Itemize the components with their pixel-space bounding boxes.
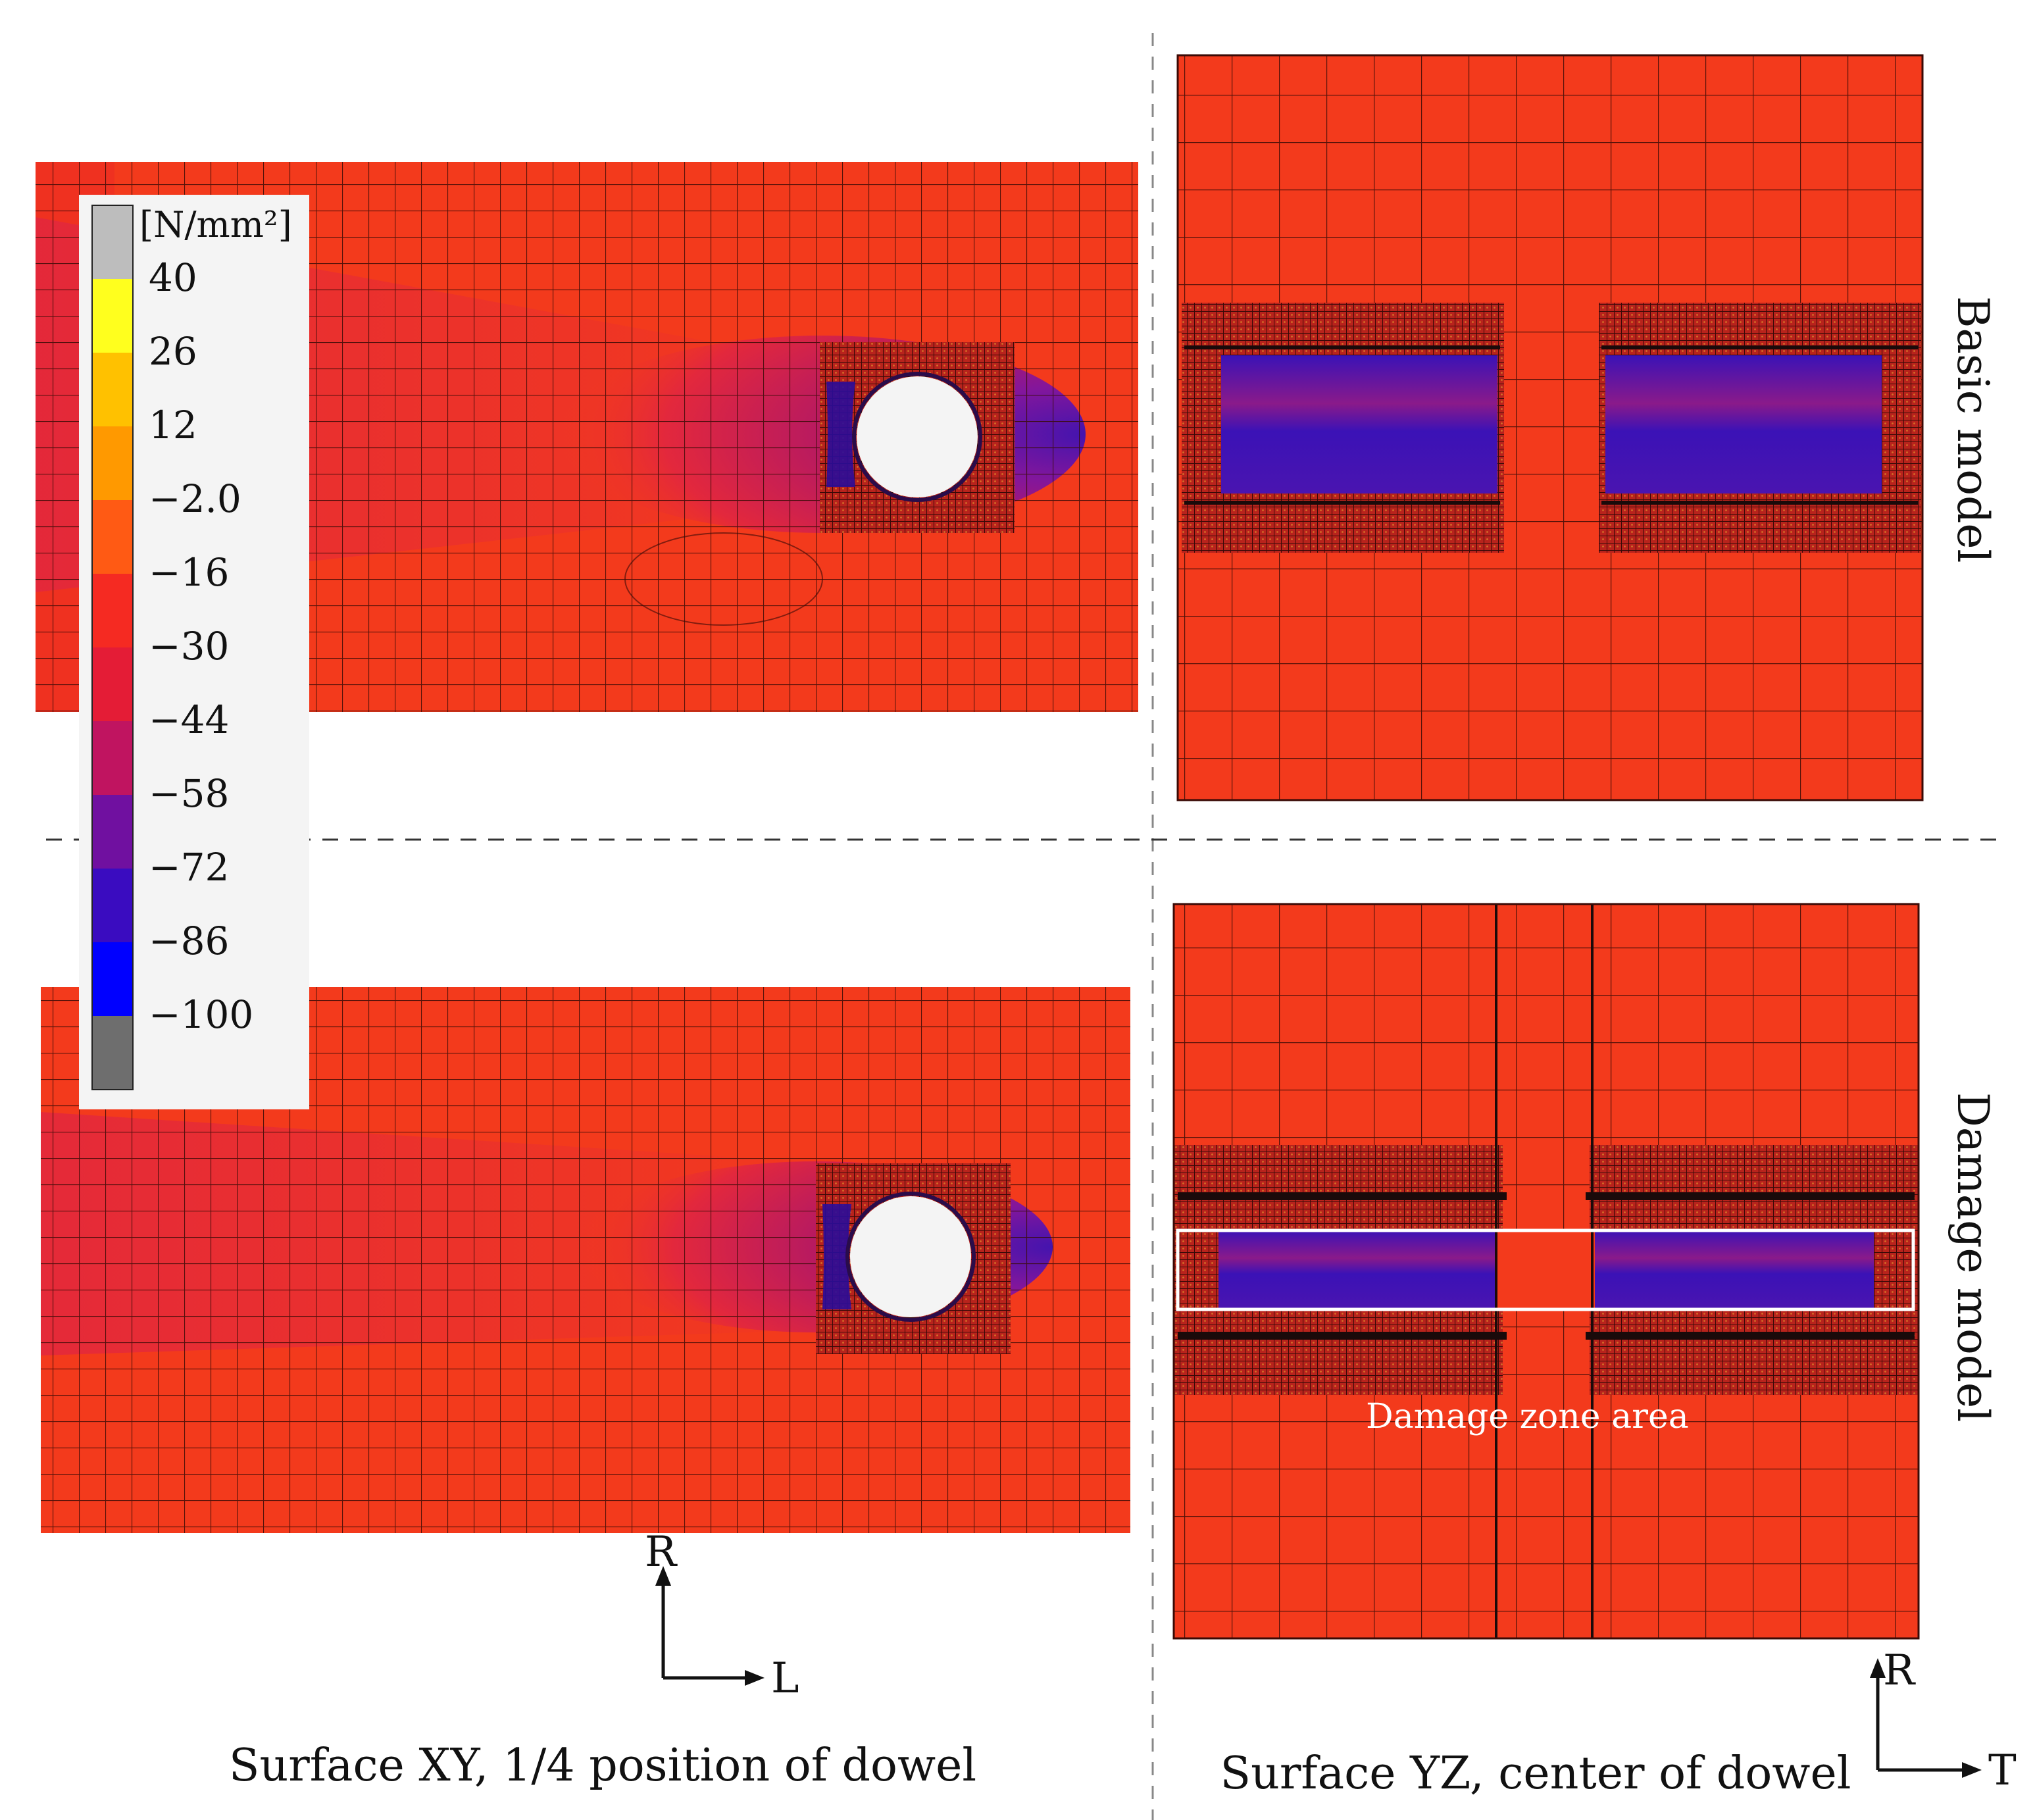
- legend-ticks: 40 26 12 −2.0 −16 −30 −44 −58 −72 −86 −100: [149, 255, 253, 1037]
- yz-basic-panel: [1176, 54, 1924, 801]
- legend-tick-4: −16: [149, 550, 229, 595]
- legend-swatch-8: [92, 795, 133, 869]
- legend-tick-8: −72: [149, 845, 229, 890]
- legend-tick-6: −44: [149, 697, 229, 742]
- legend-tick-3: −2.0: [149, 476, 241, 521]
- xy-damage-panel: [41, 987, 1130, 1533]
- legend-unit: [N/mm²]: [139, 204, 292, 245]
- axis-label-r-right: R: [1883, 1646, 1916, 1695]
- legend-swatch-5: [92, 574, 133, 647]
- axis-triad-left: R L: [645, 1528, 799, 1703]
- legend-swatch-10: [92, 942, 133, 1016]
- legend-swatch-1: [92, 279, 133, 353]
- legend-swatch-3: [92, 426, 133, 500]
- damage-zone-outline: [1176, 1228, 1915, 1311]
- caption-surface-xy: Surface XY, 1/4 position of dowel: [229, 1740, 976, 1792]
- legend-tick-2: 12: [149, 403, 197, 447]
- legend-tick-10: −100: [149, 992, 253, 1037]
- legend-swatch-0: [92, 205, 133, 279]
- legend-swatch-7: [92, 721, 133, 795]
- row-label-damage: Damage model: [1947, 1092, 1998, 1422]
- axis-label-l: L: [771, 1654, 799, 1703]
- legend-swatch-6: [92, 647, 133, 721]
- dowel-hole-xy-basic: [857, 376, 978, 497]
- legend-tick-5: −30: [149, 624, 229, 669]
- legend-tick-1: 26: [149, 329, 197, 374]
- legend-swatch-4: [92, 500, 133, 574]
- legend-tick-0: 40: [149, 255, 197, 300]
- yz-damage-panel: [1172, 903, 1920, 1640]
- legend-swatches: [91, 205, 134, 1090]
- legend-swatch-9: [92, 869, 133, 942]
- legend-tick-7: −58: [149, 771, 229, 816]
- dowel-hole-xy-damage: [850, 1196, 971, 1317]
- legend-tick-9: −86: [149, 919, 229, 963]
- color-legend: [N/mm²] 40 26 12 −2.0 −16 −30 −44 −58 −72 −86 −100: [79, 195, 309, 1109]
- caption-surface-yz: Surface YZ, center of dowel: [1220, 1748, 1851, 1800]
- axis-triad-right: R T: [1870, 1646, 2017, 1795]
- axis-label-t: T: [1988, 1746, 2017, 1795]
- legend-swatch-11: [92, 1016, 133, 1090]
- row-label-basic: Basic model: [1947, 296, 1998, 563]
- legend-swatch-2: [92, 353, 133, 426]
- damage-zone-label: Damage zone area: [1366, 1397, 1689, 1436]
- axis-label-r-left: R: [645, 1528, 678, 1577]
